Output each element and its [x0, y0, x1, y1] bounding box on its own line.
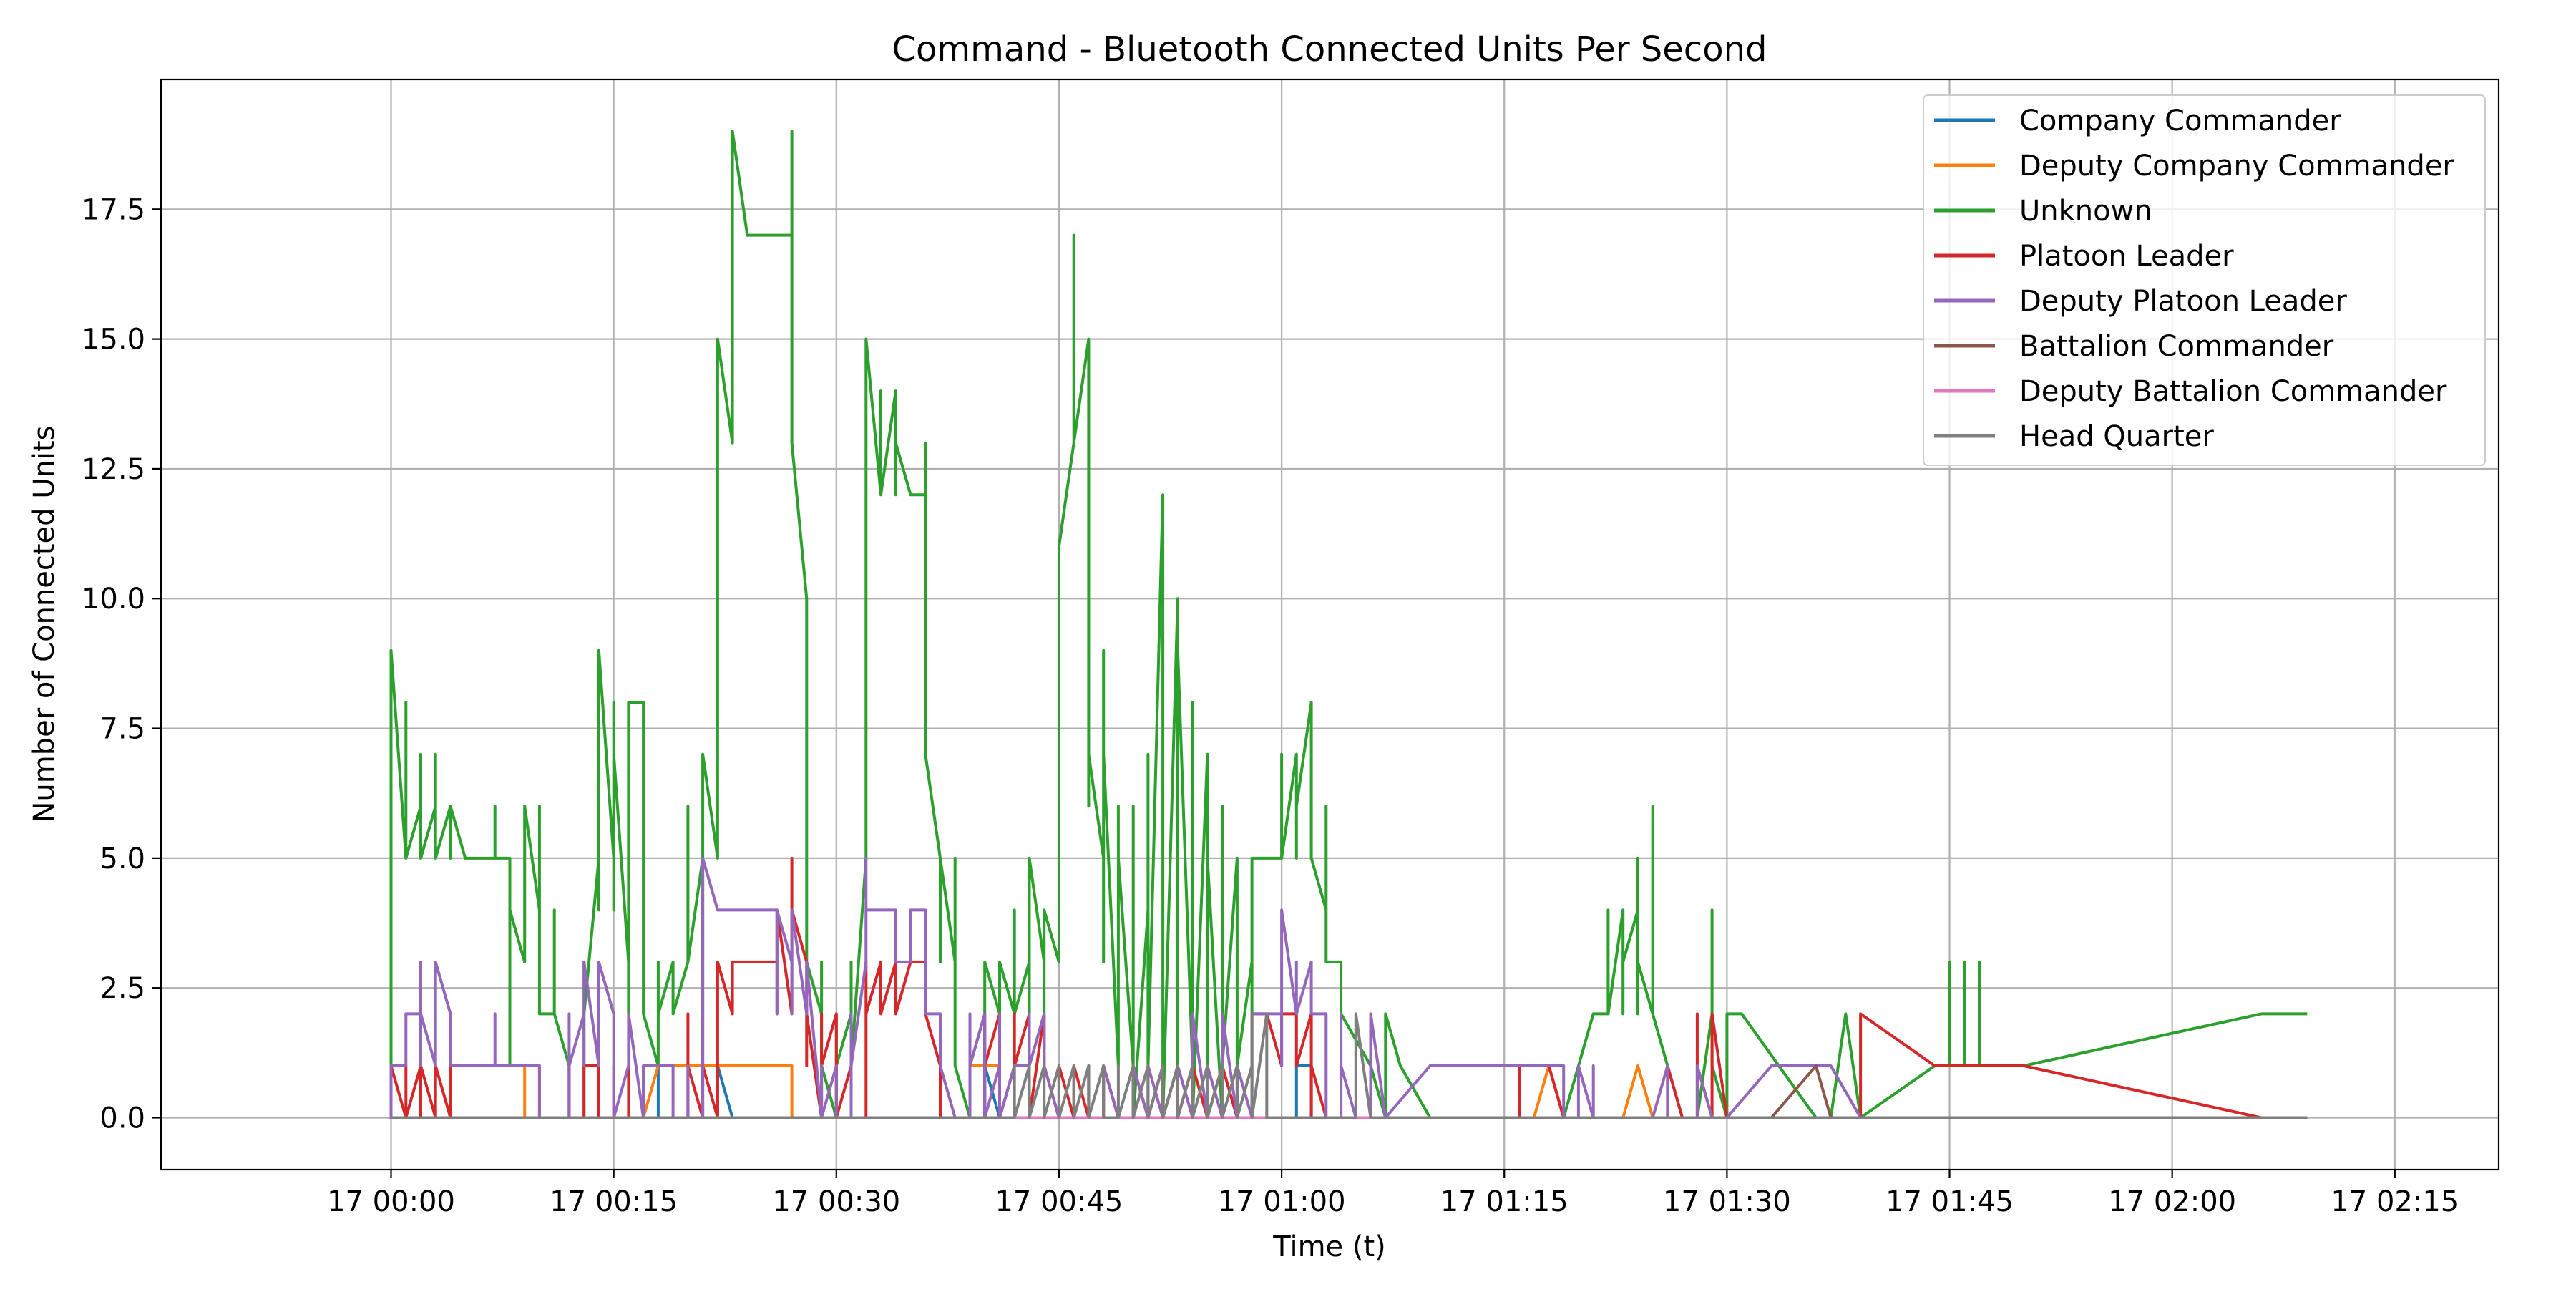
- y-tick-label: 15.0: [82, 324, 145, 356]
- legend-label-deputy-battalion-commander: Deputy Battalion Commander: [2019, 375, 2447, 408]
- x-tick-label: 17 01:00: [1218, 1185, 1346, 1218]
- legend-box: [1923, 94, 2486, 466]
- legend-label-battalion-commander: Battalion Commander: [2019, 330, 2334, 363]
- y-axis-label: Number of Connected Units: [28, 425, 61, 822]
- x-tick-label: 17 00:15: [550, 1185, 678, 1218]
- y-tick-label: 2.5: [99, 972, 145, 1005]
- legend-label-company-commander: Company Commander: [2019, 105, 2341, 137]
- legend-label-platoon-leader: Platoon Leader: [2019, 240, 2234, 273]
- x-axis-label: Time (t): [1272, 1230, 1386, 1263]
- x-tick-label: 17 00:30: [772, 1185, 900, 1218]
- y-axis-ticks: 0.0 2.5 5.0 7.5 10.0 12.5 15.0 17.5: [82, 193, 161, 1135]
- legend-label-unknown: Unknown: [2019, 195, 2152, 228]
- y-tick-label: 7.5: [99, 713, 145, 746]
- plot-frame: [160, 78, 2500, 1171]
- y-tick-label: 10.0: [82, 583, 145, 616]
- y-tick-label: 17.5: [82, 193, 145, 226]
- legend: Company Commander Deputy Company Commande…: [1923, 94, 2486, 466]
- x-tick-label: 17 01:45: [1885, 1185, 2014, 1218]
- chart-title: Command - Bluetooth Connected Units Per …: [892, 29, 1767, 69]
- series-line-head-quarter: [389, 1012, 2308, 1119]
- x-tick-label: 17 02:00: [2108, 1185, 2236, 1218]
- x-tick-label: 17 02:15: [2331, 1185, 2459, 1218]
- legend-label-deputy-platoon-leader: Deputy Platoon Leader: [2019, 285, 2347, 318]
- x-tick-label: 17 01:15: [1440, 1185, 1568, 1218]
- y-tick-label: 0.0: [99, 1102, 145, 1135]
- x-tick-label: 17 00:45: [995, 1185, 1123, 1218]
- x-tick-label: 17 01:30: [1663, 1185, 1791, 1218]
- y-tick-label: 12.5: [82, 453, 145, 486]
- legend-label-head-quarter: Head Quarter: [2019, 420, 2214, 453]
- legend-label-deputy-company-commander: Deputy Company Commander: [2019, 150, 2454, 183]
- y-tick-label: 5.0: [99, 842, 145, 875]
- series-lines: [389, 130, 2308, 1119]
- x-axis-ticks: 17 00:00 17 00:15 17 00:30 17 00:45 17 01:00…: [327, 1170, 2459, 1218]
- legend-items: Company Commander Deputy Company Commande…: [1934, 105, 2454, 453]
- x-tick-label: 17 00:00: [327, 1185, 455, 1218]
